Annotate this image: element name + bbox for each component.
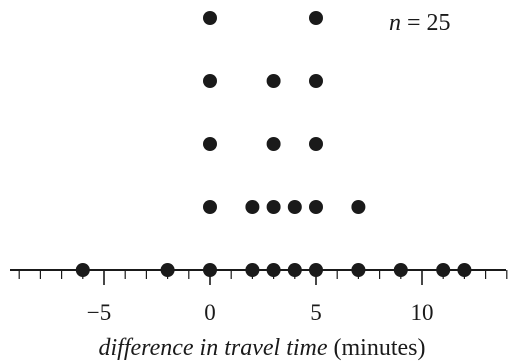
x-axis-tick-labels: −5 0 5 10 — [87, 300, 434, 325]
data-dot — [309, 74, 323, 88]
data-dot — [266, 74, 281, 88]
x-axis-label: difference in travel time (minutes) — [98, 335, 425, 361]
data-dot — [287, 200, 302, 214]
x-tick-label: 5 — [310, 300, 322, 325]
data-dot — [309, 137, 323, 151]
data-dot — [266, 137, 281, 151]
data-dot — [203, 200, 217, 214]
data-dot — [245, 200, 260, 214]
x-tick-label: −5 — [87, 300, 111, 325]
data-dot — [203, 11, 217, 25]
sample-size-annotation: n = 25 — [389, 10, 451, 36]
data-dot — [351, 200, 366, 214]
sample-size-value: = 25 — [401, 10, 451, 36]
dots-layer — [75, 11, 472, 277]
x-tick-label: 0 — [204, 300, 216, 325]
x-tick-label: 10 — [411, 300, 434, 325]
data-dot — [309, 200, 323, 214]
x-axis-label-unit: (minutes) — [328, 335, 426, 361]
x-axis-label-italic: difference in travel time — [98, 335, 327, 361]
data-dot — [309, 11, 323, 25]
data-dot — [203, 74, 217, 88]
data-dot — [203, 137, 217, 151]
data-dot — [266, 200, 281, 214]
x-axis-ticks — [18, 270, 508, 285]
sample-size-symbol: n — [389, 10, 401, 36]
